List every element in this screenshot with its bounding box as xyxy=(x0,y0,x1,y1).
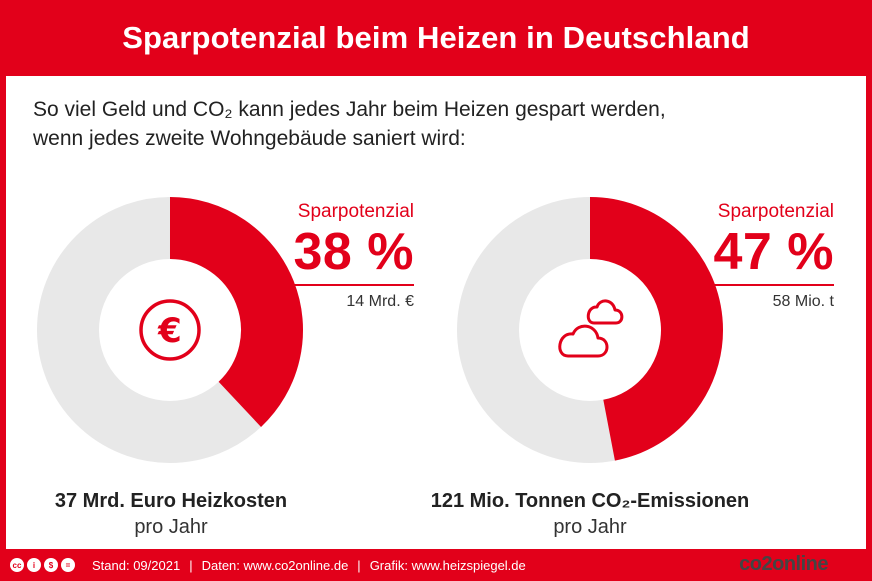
donut-slice-savings-0 xyxy=(168,197,303,427)
kpi-money-divider xyxy=(292,284,414,286)
kpi-money-label: Sparpotenzial xyxy=(297,201,414,222)
caption-co2: 121 Mio. Tonnen CO₂-Emissionen pro Jahr xyxy=(410,488,770,540)
footer-grafik: Grafik: www.heizspiegel.de xyxy=(369,558,526,573)
kpi-money: Sparpotenzial 38 % 14 Mrd. € xyxy=(292,201,414,312)
kpi-co2: Sparpotenzial 47 % 58 Mio. t xyxy=(712,201,834,312)
footer-separator: | xyxy=(189,558,193,573)
kpi-co2-absolute: 58 Mio. t xyxy=(772,293,834,310)
license-badges: cc i $ = xyxy=(10,558,75,572)
chart-title: Sparpotenzial beim Heizen in Deutschland xyxy=(122,20,750,55)
svg-text:€: € xyxy=(157,311,182,351)
cc-icon: cc xyxy=(10,558,24,572)
kpi-co2-percent: 47 % xyxy=(713,223,834,281)
donut-slice-savings-1 xyxy=(588,197,723,461)
header-bar: Sparpotenzial beim Heizen in Deutschland xyxy=(0,0,872,76)
content-panel xyxy=(6,76,866,549)
nd-icon: = xyxy=(61,558,75,572)
footer-background xyxy=(0,549,710,581)
footer-bar: cc i $ = Stand: 09/2021 | Daten: www.co2on… xyxy=(0,549,872,581)
footer-stand: Stand: 09/2021 xyxy=(92,558,181,573)
caption-money-sub: pro Jahr xyxy=(134,516,208,538)
kpi-co2-divider xyxy=(712,284,834,286)
chart-subtitle: So viel Geld und CO₂ kann jedes Jahr bei… xyxy=(33,95,666,153)
subtitle-line-2: wenn jedes zweite Wohngebäude saniert wi… xyxy=(33,127,466,150)
cloud-icon xyxy=(558,299,624,358)
euro-icon: € xyxy=(139,299,201,361)
kpi-money-absolute: 14 Mrd. € xyxy=(346,293,414,310)
caption-co2-sub: pro Jahr xyxy=(553,516,627,538)
caption-money-main: 37 Mrd. Euro Heizkosten xyxy=(54,490,288,512)
footer-daten: Daten: www.co2online.de xyxy=(201,558,349,573)
footer-credits: Stand: 09/2021 | Daten: www.co2online.de | G… xyxy=(92,557,526,574)
kpi-co2-label: Sparpotenzial xyxy=(717,201,834,222)
brand-logo: co2online xyxy=(739,553,828,575)
footer-separator: | xyxy=(357,558,361,573)
subtitle-line-1: So viel Geld und CO₂ kann jedes Jahr bei… xyxy=(33,98,666,121)
caption-money: 37 Mrd. Euro Heizkosten pro Jahr xyxy=(21,488,321,540)
by-icon: i xyxy=(27,558,41,572)
kpi-money-percent: 38 % xyxy=(293,223,414,281)
nc-icon: $ xyxy=(44,558,58,572)
caption-co2-main: 121 Mio. Tonnen CO₂-Emissionen xyxy=(430,490,750,512)
